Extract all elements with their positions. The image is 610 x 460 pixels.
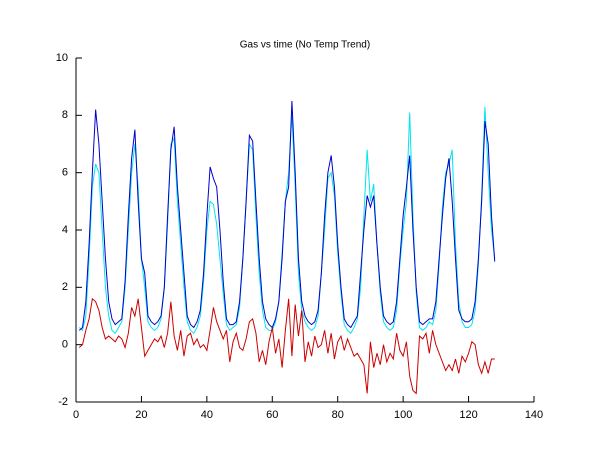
- series-line: [78, 100, 496, 331]
- series-line: [78, 106, 496, 334]
- y-tick-label: 0: [62, 339, 68, 351]
- x-tick-label: 20: [135, 409, 147, 421]
- x-tick-label: 100: [394, 409, 412, 421]
- y-tick-label: 10: [56, 52, 68, 64]
- x-tick-label: 40: [201, 409, 213, 421]
- y-tick-label: 4: [62, 224, 68, 236]
- chart-title: Gas vs time (No Temp Trend): [240, 40, 370, 51]
- y-tick-label: 6: [62, 167, 68, 179]
- x-tick-label: 120: [459, 409, 477, 421]
- y-tick-label: 8: [62, 109, 68, 121]
- x-tick-label: 60: [266, 409, 278, 421]
- y-tick-label: -2: [58, 396, 68, 408]
- x-tick-label: 0: [73, 409, 79, 421]
- series-line: [78, 297, 495, 395]
- x-tick-label: 140: [525, 409, 543, 421]
- x-tick-label: 80: [332, 409, 344, 421]
- y-tick-label: 2: [62, 281, 68, 293]
